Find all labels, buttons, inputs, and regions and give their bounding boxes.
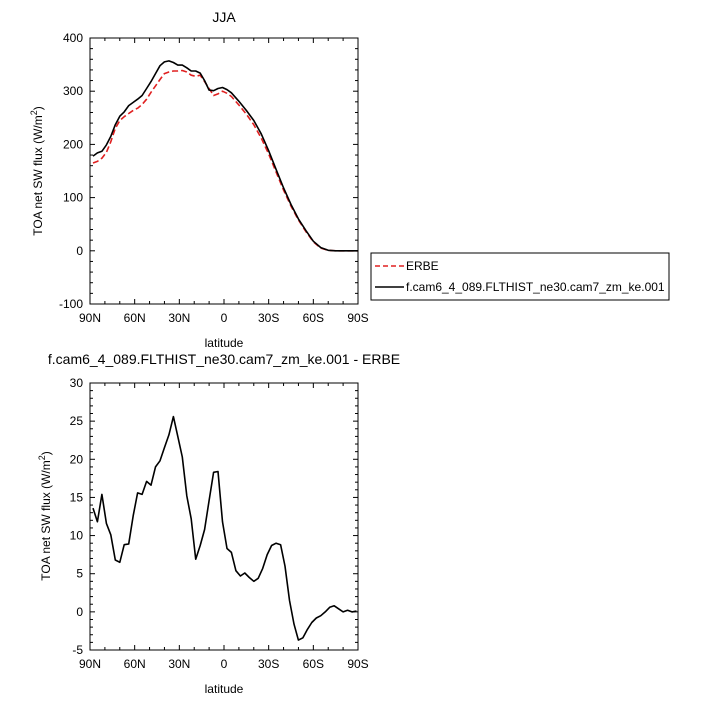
bottom-ytick-label-1: 0 <box>76 605 83 619</box>
top-ytick-label-4: 300 <box>63 84 83 98</box>
bottom-series-line-0 <box>92 415 357 641</box>
top-ytick-label-1: 0 <box>76 244 83 258</box>
bottom-chart-title: f.cam6_4_089.FLTHIST_ne30.cam7_zm_ke.001… <box>48 351 400 367</box>
bottom-xtick-label-4: 30S <box>258 657 279 671</box>
top-chart-title: JJA <box>212 9 236 25</box>
top-xtick-label-5: 60S <box>303 311 324 325</box>
bottom-xtick-label-5: 60S <box>303 657 324 671</box>
bottom-xtick-label-3: 0 <box>221 657 228 671</box>
top-xtick-label-6: 90S <box>347 311 368 325</box>
bottom-yaxis-label: TOA net SW flux (W/m2) <box>37 451 53 580</box>
top-plot-frame <box>89 37 359 305</box>
top-xaxis-label: latitude <box>205 336 244 350</box>
bottom-xaxis-label: latitude <box>205 682 244 696</box>
top-ytick-label-5: 400 <box>63 31 83 45</box>
top-xtick-label-4: 30S <box>258 311 279 325</box>
top-panel: JJA 90N 60N 30N 0 30S 60S 90S -100 0 100 200 300 400… <box>29 9 369 350</box>
top-ticks: 90N 60N 30N 0 30S 60S 90S -100 0 100 200 300 400 <box>59 31 369 325</box>
top-ytick-label-3: 200 <box>63 137 83 151</box>
bottom-ytick-label-5: 20 <box>70 452 84 466</box>
bottom-ytick-label-2: 5 <box>76 567 83 581</box>
bottom-ytick-label-0: -5 <box>72 643 83 657</box>
top-xtick-label-1: 60N <box>124 311 146 325</box>
bottom-ytick-label-6: 25 <box>70 414 84 428</box>
top-yaxis-label: TOA net SW flux (W/m2) <box>29 106 45 235</box>
bottom-xtick-label-6: 90S <box>347 657 368 671</box>
legend-model-label: f.cam6_4_089.FLTHIST_ne30.cam7_zm_ke.001 <box>406 280 665 294</box>
top-xtick-label-0: 90N <box>79 311 101 325</box>
top-xtick-label-2: 30N <box>168 311 190 325</box>
bottom-panel: f.cam6_4_089.FLTHIST_ne30.cam7_zm_ke.001… <box>37 351 400 696</box>
legend: ERBE f.cam6_4_089.FLTHIST_ne30.cam7_zm_k… <box>370 252 670 301</box>
bottom-ticks: 90N 60N 30N 0 30S 60S 90S -5 0 5 10 15 20 25 30 <box>70 376 369 671</box>
top-ytick-label-0: -100 <box>59 297 83 311</box>
top-xtick-label-3: 0 <box>221 311 228 325</box>
bottom-xtick-label-2: 30N <box>168 657 190 671</box>
legend-erbe-label: ERBE <box>406 259 439 273</box>
bottom-xtick-label-0: 90N <box>79 657 101 671</box>
bottom-ytick-label-4: 15 <box>70 490 84 504</box>
bottom-plot-frame <box>89 382 359 651</box>
bottom-ytick-label-7: 30 <box>70 376 84 390</box>
bottom-ytick-label-3: 10 <box>70 529 84 543</box>
top-ytick-label-2: 100 <box>63 191 83 205</box>
bottom-xtick-label-1: 60N <box>124 657 146 671</box>
legend-box <box>370 252 670 301</box>
top-series-line-0 <box>92 69 358 252</box>
top-series-group <box>92 60 358 252</box>
bottom-series-group <box>92 415 357 641</box>
top-series-line-1 <box>92 60 358 252</box>
